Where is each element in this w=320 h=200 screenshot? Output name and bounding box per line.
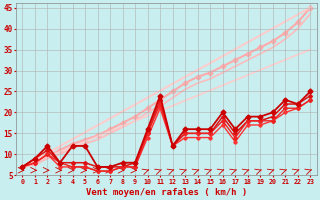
X-axis label: Vent moyen/en rafales ( km/h ): Vent moyen/en rafales ( km/h ) [86,188,247,197]
